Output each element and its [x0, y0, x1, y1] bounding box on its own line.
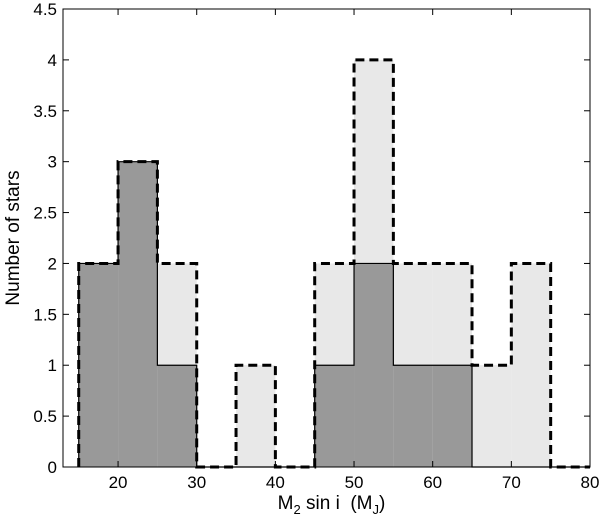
y-tick-label: 4 [48, 51, 57, 70]
x-axis-ticks: 20 30 40 50 60 70 80 [109, 9, 600, 492]
y-axis-label: Number of stars [3, 170, 24, 305]
dark-bar-8 [393, 365, 433, 467]
x-tick-label: 20 [109, 473, 128, 492]
x-tick-label: 70 [502, 473, 521, 492]
light-bar-11 [511, 263, 551, 467]
dark-bar-0 [78, 263, 119, 467]
plot-frame [62, 8, 591, 468]
y-tick-label: 4.5 [33, 0, 57, 19]
light-bar-10 [472, 365, 512, 467]
x-tick-label: 30 [187, 473, 206, 492]
light-histogram-outline [77, 58, 590, 469]
x-tick-label: 50 [345, 473, 364, 492]
dark-bar-9 [432, 365, 473, 467]
y-tick-label: 2 [48, 254, 57, 273]
dark-bar-2 [157, 365, 197, 467]
x-label-sub2: J [373, 502, 380, 517]
x-tick-label: 40 [266, 473, 285, 492]
y-tick-label: 1.5 [33, 305, 57, 324]
dark-bar-6 [314, 365, 355, 467]
dark-solid-histogram [78, 161, 473, 467]
y-tick-label: 0 [48, 458, 57, 477]
y-tick-label: 1 [48, 356, 57, 375]
light-step-outline [77, 58, 590, 469]
x-label-end: ) [379, 493, 385, 514]
y-tick-label: 3 [48, 153, 57, 172]
x-tick-label: 80 [581, 473, 600, 492]
y-tick-label: 3.5 [33, 102, 57, 121]
y-tick-label: 2.5 [33, 204, 57, 223]
y-axis-ticks: 0 0.5 1 1.5 2 2.5 3 3.5 4 4.5 [33, 0, 590, 477]
x-axis-label: M2 sin i (MJ) [278, 493, 386, 517]
dark-bar-7 [354, 263, 394, 467]
x-label-mid: sin i (M [301, 493, 373, 514]
y-tick-label: 0.5 [33, 407, 57, 426]
x-label-main: M [278, 493, 294, 514]
x-label-sub1: 2 [293, 502, 300, 517]
x-tick-label: 60 [423, 473, 442, 492]
dark-bar-1 [118, 161, 158, 467]
light-bar-4 [236, 365, 276, 467]
